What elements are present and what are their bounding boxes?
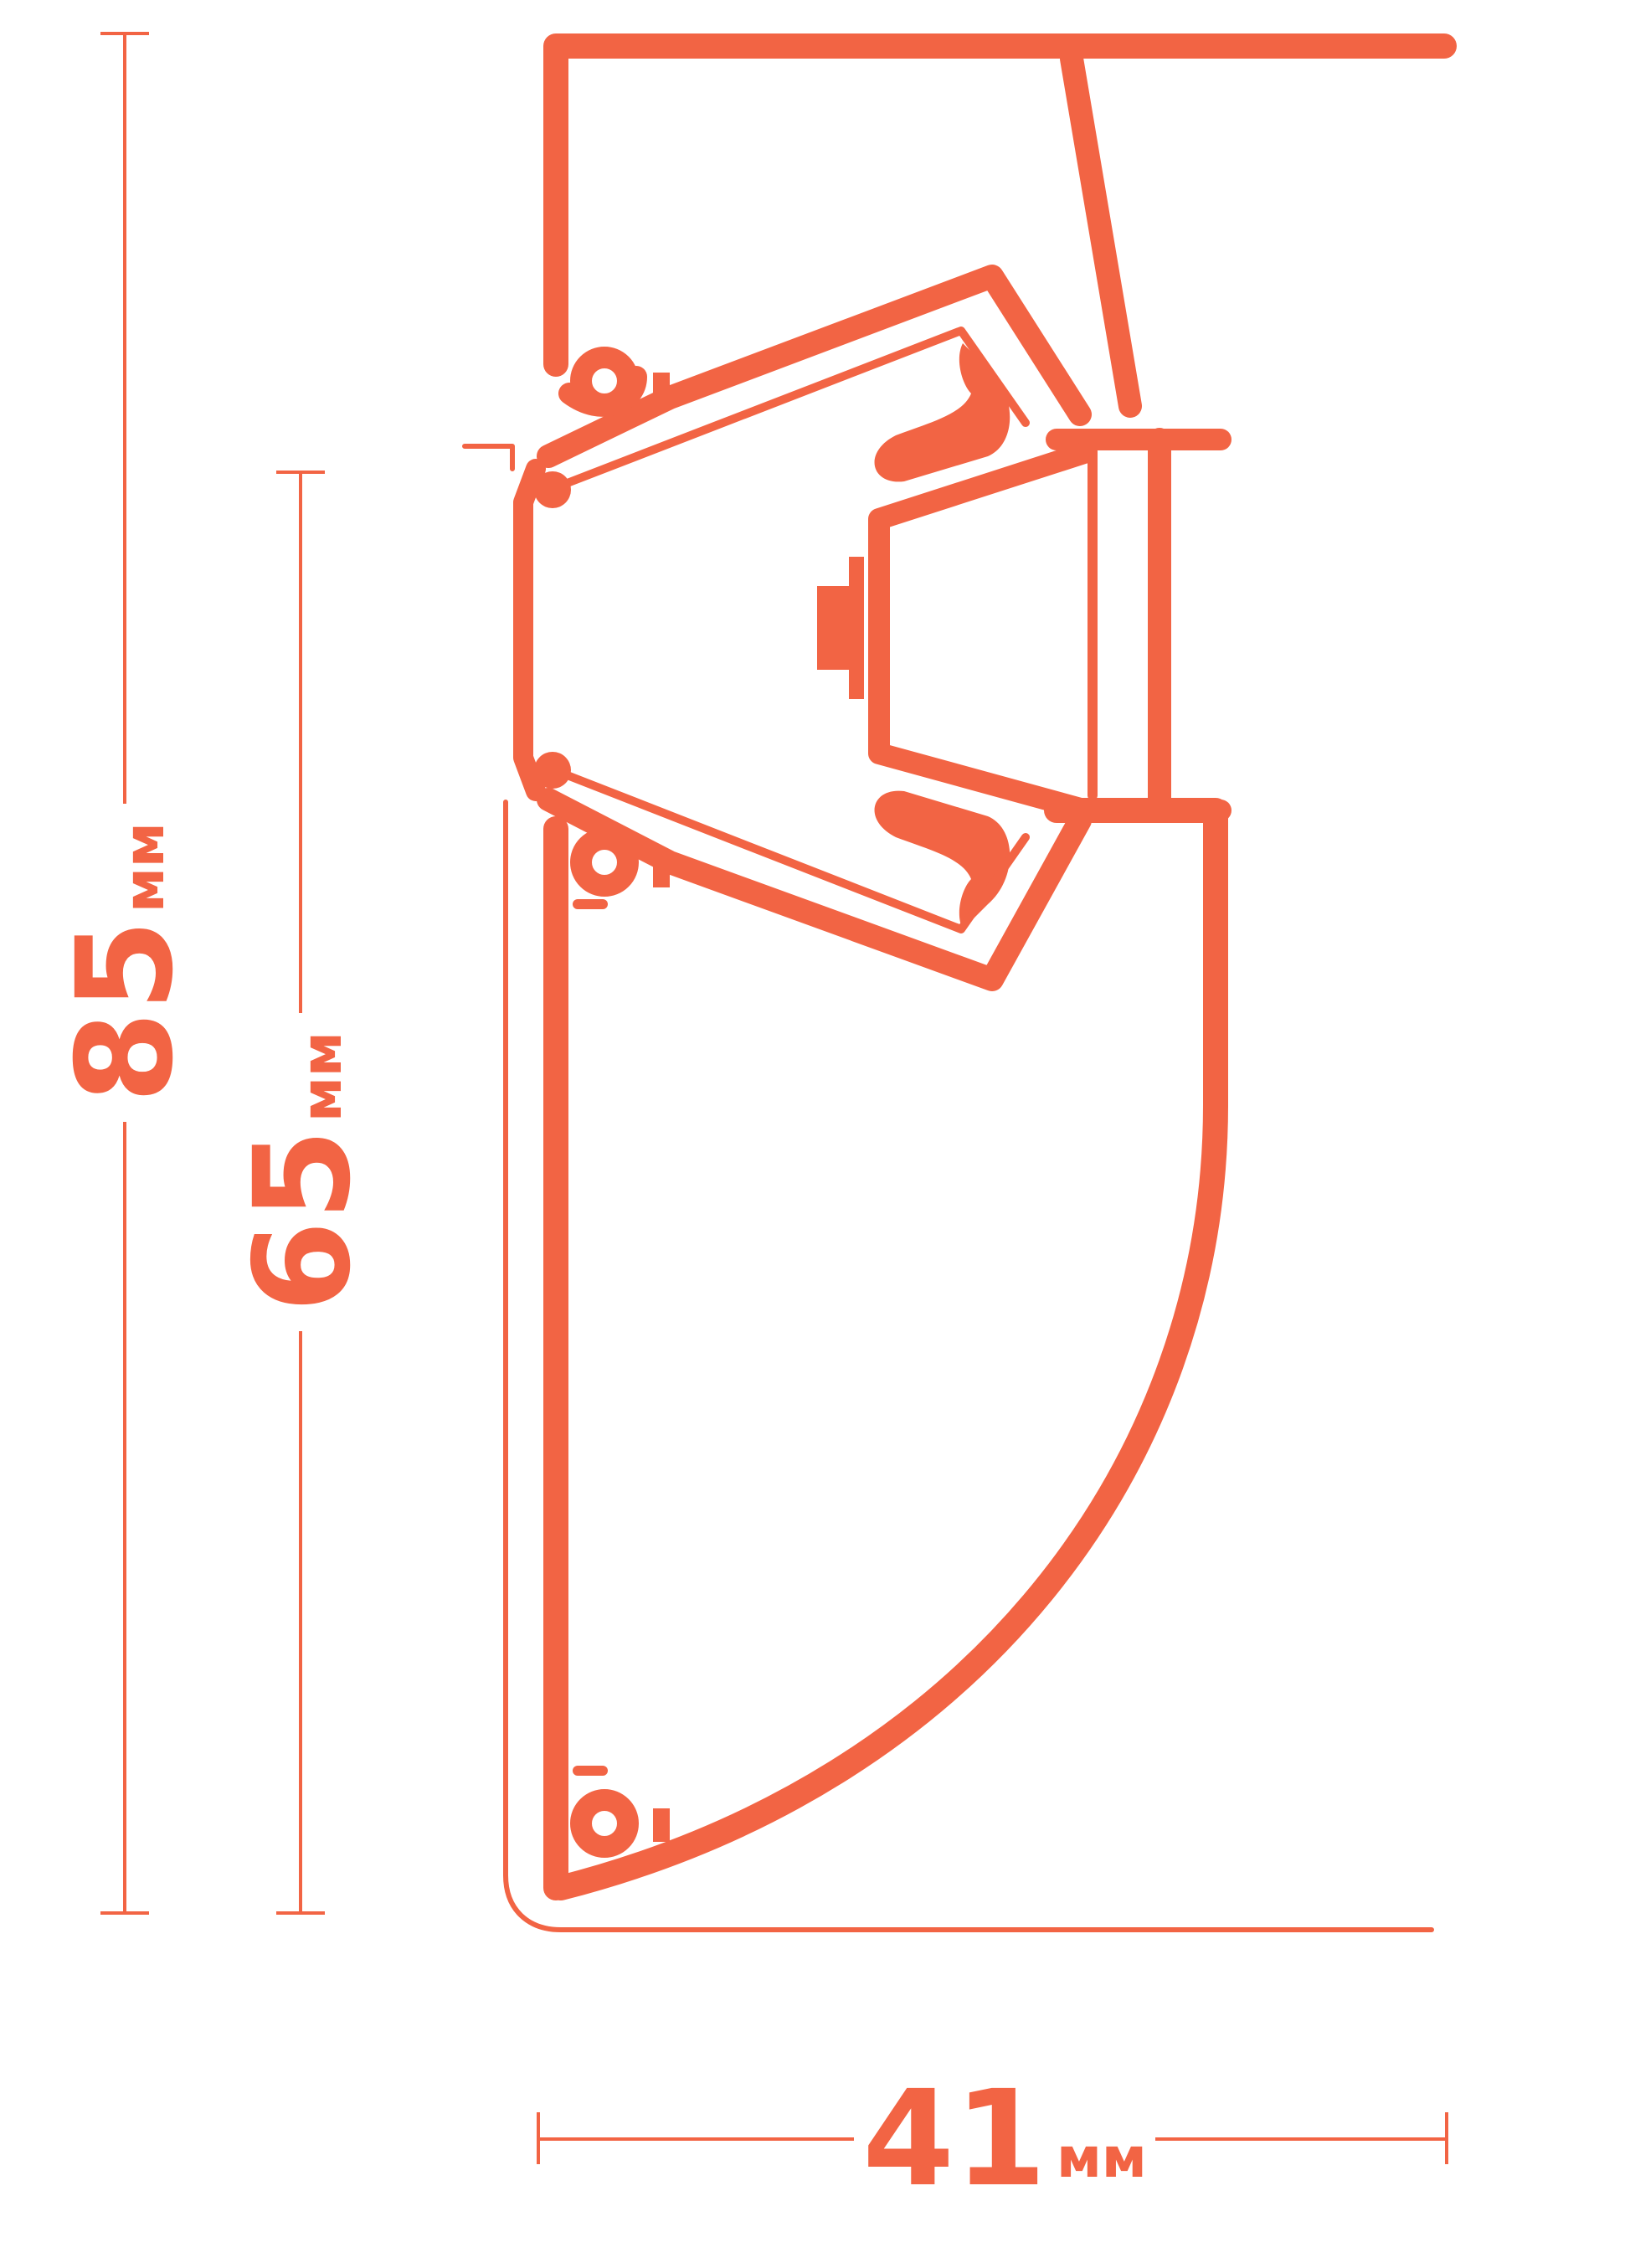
screw-channel-middle (570, 828, 670, 909)
dim-total-unit: мм (112, 822, 177, 913)
diffuser-joint-top (534, 471, 571, 508)
dim-width-label: 41 мм (862, 2062, 1147, 2216)
dim-body-value: 65 (226, 1129, 380, 1313)
dimension-total-height: 85мм (49, 32, 203, 1915)
dim-total-label: 85мм (49, 822, 203, 1103)
mounting-surface (503, 800, 1434, 1932)
upper-clip (874, 343, 1010, 482)
dim-body-label: 65мм (226, 1031, 380, 1313)
dim-width-unit: мм (1057, 2126, 1147, 2190)
profile-cross-section (462, 33, 1457, 1932)
lower-body-top (1044, 798, 1228, 1118)
upper-diagonal-strut (1060, 47, 1142, 418)
lower-clip (874, 790, 1010, 929)
dimension-body-height: 65мм (226, 471, 380, 1915)
screw-channel-upper (558, 347, 670, 417)
lower-holder-inner (561, 770, 1030, 933)
dim-total-value: 85 (49, 919, 203, 1103)
front-diffuser (513, 459, 546, 801)
dim-width-value: 41 (862, 2062, 1046, 2216)
screw-channel-lower (570, 1766, 670, 1858)
top-flange (543, 33, 1457, 377)
upper-holder-arm (537, 265, 1092, 468)
front-diffuser-edge (462, 444, 515, 471)
dimension-width: 41 мм (537, 2062, 1448, 2216)
led-chip-base (849, 557, 864, 699)
led-chip (817, 586, 852, 670)
led-channel (868, 441, 1098, 821)
curved-reflector (548, 1093, 1228, 1900)
dim-body-unit: мм (290, 1031, 354, 1122)
diffuser-joint-bottom (534, 752, 571, 789)
